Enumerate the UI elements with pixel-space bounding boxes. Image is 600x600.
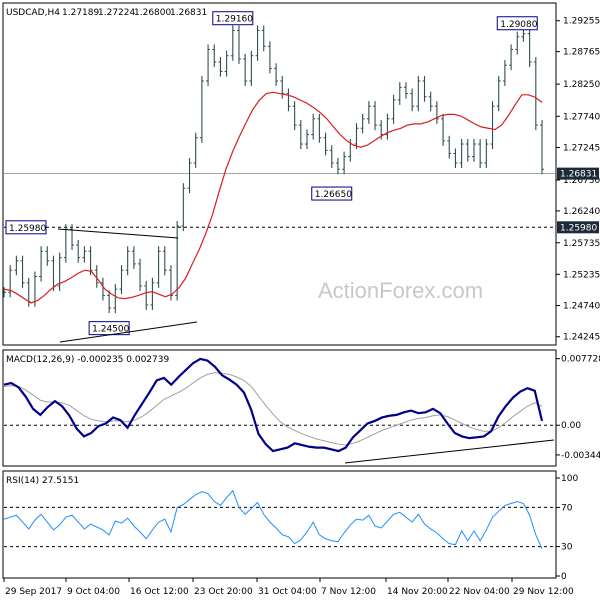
price-y-tick-label: 1.27245 [563, 144, 600, 154]
macd-y-tick-label: 0.007728 [561, 355, 600, 365]
ohlc-close: 1.26831 [170, 8, 207, 18]
rsi-panel: RSI(14) 27.5151 100 70 30 0 [2, 470, 578, 582]
annotation-box [5, 220, 47, 235]
price-y-tick-label: 1.26730 [563, 176, 600, 186]
rsi-frame [2, 470, 557, 579]
annotation-box [212, 11, 254, 26]
support-trendline [59, 321, 198, 343]
macd-lines [3, 357, 556, 453]
price-y-tick-label: 1.28250 [563, 80, 600, 90]
price-y-tick-label: 1.27740 [563, 112, 600, 122]
macd-y-axis: 0.007728 0.00 -0.003448 [556, 355, 600, 461]
watermark: ActionForex.com [318, 278, 483, 303]
time-tick-label: 29 Nov 12:00 [513, 587, 574, 597]
rsi-y-axis: 100 70 30 0 [556, 474, 578, 582]
annotation-label: 1.24500 [92, 325, 129, 335]
annotation-box [496, 16, 538, 31]
resistance-trendline [57, 228, 179, 239]
ohlc-high: 1.27224 [98, 8, 135, 18]
macd-y-tick-label: -0.003448 [561, 451, 600, 461]
price-y-tick-label: 1.24245 [563, 333, 600, 343]
ohlc-open: 1.27189 [62, 8, 99, 18]
time-tick-label: 22 Nov 04:00 [449, 587, 510, 597]
price-panel: USDCAD,H4 1.27189 1.27224 1.26800 1.2683… [2, 2, 600, 346]
macd-line [3, 357, 544, 453]
current-price-box [557, 167, 599, 180]
macd-y-tick-label: 0.00 [561, 421, 581, 431]
macd-signal-line [3, 372, 543, 446]
current-price-label: 1.26831 [560, 170, 597, 180]
price-y-tick-label: 1.25235 [563, 270, 600, 280]
annotation-label: 1.29080 [500, 20, 537, 30]
time-tick-label: 31 Oct 04:00 [258, 587, 317, 597]
time-tick-label: 7 Nov 12:00 [321, 587, 376, 597]
annotation-box [311, 186, 353, 201]
macd-panel: MACD(12,26,9) -0.000235 0.002739 0.00772… [2, 349, 600, 467]
time-axis: 29 Sep 2017 9 Oct 04:00 16 Oct 12:00 23 Oct… [3, 578, 574, 597]
time-tick-label: 14 Nov 20:00 [387, 587, 448, 597]
time-tick-label: 29 Sep 2017 [5, 587, 62, 597]
level-price-label: 1.25980 [560, 223, 597, 233]
rsi-y-tick-label: 100 [561, 474, 578, 484]
time-tick-label: 9 Oct 04:00 [67, 587, 120, 597]
price-y-tick-label: 1.25735 [563, 239, 600, 249]
macd-title: MACD(12,26,9) -0.000235 0.002739 [6, 355, 169, 365]
rsi-line [3, 489, 543, 549]
price-y-tick-label: 1.24740 [563, 302, 600, 312]
rsi-title: RSI(14) 27.5151 [6, 476, 79, 486]
time-tick-label: 16 Oct 12:00 [130, 587, 189, 597]
moving-average-line [3, 91, 543, 304]
ohlc-low: 1.26800 [134, 8, 171, 18]
price-y-axis: 1.29255 1.28765 1.28250 1.27740 1.27245 1.267… [556, 17, 600, 343]
rsi-y-tick-label: 0 [561, 572, 567, 582]
price-title: USDCAD,H4 [6, 8, 60, 18]
price-lines: 1.25980 1.26831 [2, 25, 599, 314]
rsi-y-tick-label: 30 [561, 543, 573, 553]
price-y-tick-label: 1.26240 [563, 207, 600, 217]
annotation-label: 1.29160 [216, 15, 253, 25]
rsi-y-tick-label: 70 [561, 503, 573, 513]
macd-trendline [344, 439, 555, 464]
macd-frame [2, 349, 557, 467]
annotation-label: 1.25980 [9, 224, 46, 234]
rsi-lines [3, 489, 556, 549]
price-y-tick-label: 1.29255 [563, 17, 600, 27]
price-annotations: 1.29160 1.29080 1.26650 1.25980 1.24500 [5, 11, 538, 336]
level-price-box [557, 221, 599, 234]
annotation-label: 1.26650 [315, 190, 352, 200]
time-tick-label: 23 Oct 20:00 [194, 587, 253, 597]
price-y-tick-label: 1.28765 [563, 48, 600, 58]
